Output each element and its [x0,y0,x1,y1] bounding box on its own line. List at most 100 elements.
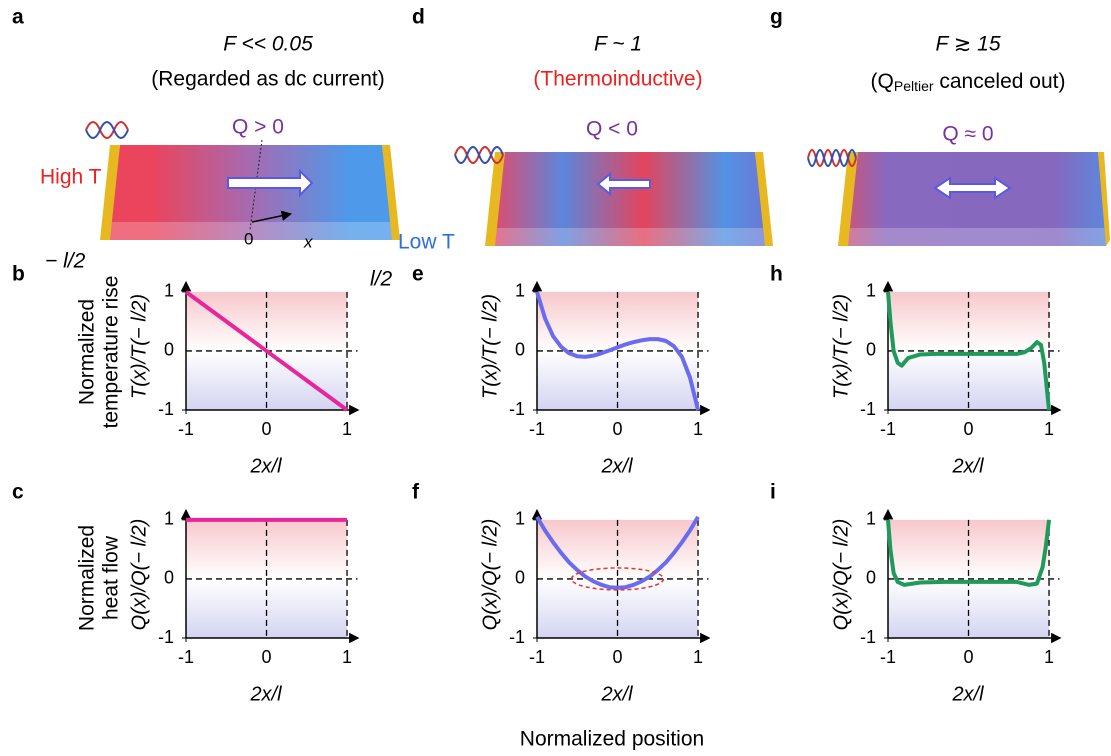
y-tick-label: 0 [164,340,174,360]
shade-positive [888,519,1050,579]
x-tick-label: 1 [342,647,352,667]
bar-label: l/2 [370,268,393,291]
data-line [535,515,700,590]
y-axis-title: Q(x)/Q(− l/2) [830,519,852,631]
bar-label: x [303,232,313,251]
y-tick-label: 1 [515,281,525,301]
x-tick-label: 0 [262,419,272,439]
y-axis-title: T(x)/T(− l/2) [830,294,852,399]
shade-positive [186,519,348,579]
x-tick-label: 1 [1044,419,1054,439]
data-line [184,290,349,412]
x-tick-label: 1 [342,419,352,439]
x-tick-label: -1 [178,419,194,439]
shade-positive [537,519,699,579]
shade-negative [186,578,348,638]
shade-negative [888,578,1050,638]
row-label: heat flow [100,535,123,620]
panel-label: e [412,263,424,286]
bar-illustration [85,121,400,240]
bar-label: High T [40,166,102,189]
bar-illustration [807,149,1110,246]
x-tick-label: -1 [178,647,194,667]
data-line [886,291,1052,411]
shade-positive [888,291,1050,351]
y-axis-title: T(x)/T(− l/2) [479,294,501,399]
bar-label: 0 [244,229,253,248]
condition: F << 0.05 [223,33,313,56]
y-tick-label: -1 [158,627,174,647]
x-tick-label: -1 [880,647,896,667]
y-tick-label: 1 [515,509,525,529]
text-part: Peltier [894,78,934,94]
shade-positive [537,291,699,351]
row-label: temperature rise [100,276,123,429]
y-tick-label: 1 [164,281,174,301]
y-tick-label: 1 [866,281,876,301]
panel-label: d [412,6,425,29]
x-tick-label: -1 [529,647,545,667]
panel-label: c [12,481,24,504]
x-tick-label: 1 [693,647,703,667]
x-tick-label: 0 [613,647,623,667]
text-part: (Q [871,70,894,93]
y-tick-label: 0 [515,340,525,360]
condition-note: (QPeltier canceled out) [871,70,1066,94]
x-tick-label: 1 [1044,647,1054,667]
data-line [535,291,700,411]
panel-label: a [12,6,24,29]
row-label: Normalized [76,525,99,631]
panel-label: g [770,6,783,29]
x-tick-label: 1 [693,419,703,439]
y-axis-title: Q(x)/Q(− l/2) [479,519,501,631]
text-part: canceled out) [934,70,1066,93]
x-tick-label: 0 [613,419,623,439]
x-tick-label: 0 [964,647,974,667]
bar-illustration [454,146,773,246]
heat-sign: Q > 0 [232,116,284,139]
y-tick-label: -1 [509,399,525,419]
x-axis-title: 2x/l [249,683,282,705]
x-axis-title: 2x/l [951,455,984,477]
bar-label: Low T [398,231,455,254]
condition: F ~ 1 [594,33,642,56]
x-axis-title: 2x/l [600,683,633,705]
y-tick-label: 0 [866,568,876,588]
panel-label: f [412,481,420,504]
y-tick-label: 0 [164,568,174,588]
row-label: Normalized [76,299,99,405]
x-axis-title: 2x/l [249,455,282,477]
x-tick-label: 0 [262,647,272,667]
x-tick-label: -1 [880,419,896,439]
y-tick-label: 1 [866,509,876,529]
shade-negative [537,350,699,410]
panel-label: h [770,263,783,286]
bar-label: − l/2 [45,250,86,273]
x-axis-title: 2x/l [951,683,984,705]
y-tick-label: 0 [866,340,876,360]
footer: Normalized position [520,728,704,751]
y-tick-label: -1 [509,627,525,647]
y-axis-title: Q(x)/Q(− l/2) [128,519,150,631]
x-tick-label: 0 [964,419,974,439]
y-tick-label: 0 [515,568,525,588]
y-tick-label: -1 [158,399,174,419]
y-tick-label: 1 [164,509,174,529]
panel-label: b [12,263,25,286]
x-tick-label: -1 [529,419,545,439]
condition-note: (Regarded as dc current) [151,68,384,91]
highlight [570,567,665,591]
x-axis-title: 2x/l [600,455,633,477]
y-tick-label: -1 [860,627,876,647]
data-line [886,519,1052,587]
condition: F ≳ 15 [935,33,1000,56]
panel-label: i [770,481,776,504]
shade-negative [186,350,348,410]
shade-positive [186,291,348,351]
shade-negative [888,350,1050,410]
y-tick-label: -1 [860,399,876,419]
heat-sign: Q ≈ 0 [942,123,993,146]
y-axis-title: T(x)/T(− l/2) [128,294,150,399]
condition-note: (Thermoinductive) [533,68,702,91]
